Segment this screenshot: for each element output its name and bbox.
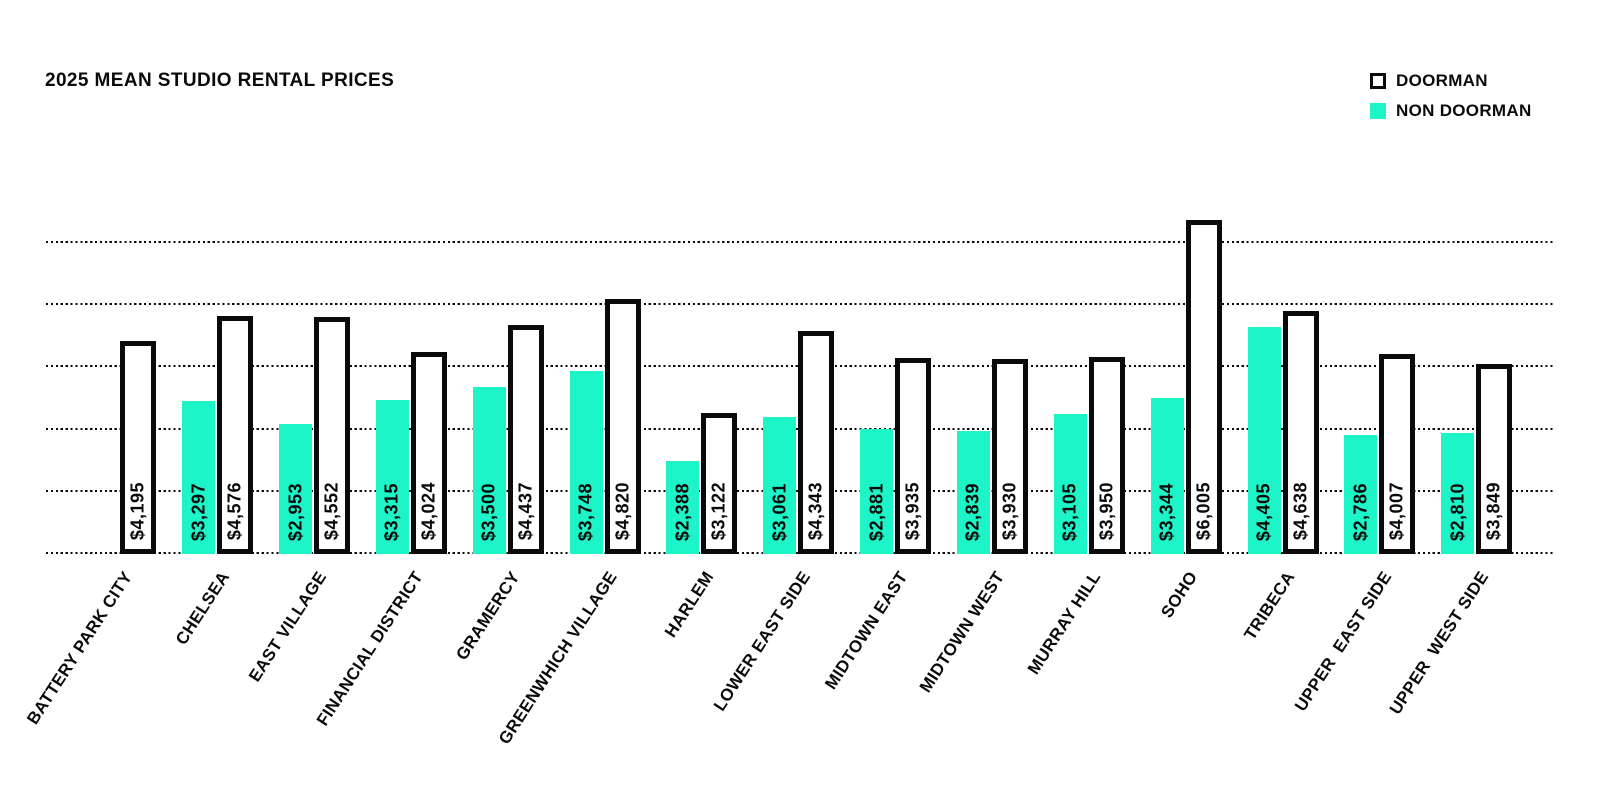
bar-doorman: $3,122 (701, 412, 738, 554)
bar-value-label: $4,405 (1253, 482, 1274, 541)
bar-non-doorman: $3,344 (1150, 397, 1184, 554)
bar-value-label: $3,061 (769, 482, 790, 541)
bar-non-doorman: $2,388 (666, 461, 700, 554)
bar-non-doorman: $2,810 (1441, 433, 1475, 554)
bar-doorman: $6,005 (1185, 220, 1222, 554)
bar-doorman: $3,935 (895, 358, 932, 554)
bar-non-doorman: $3,500 (472, 387, 506, 554)
plot-area: $4,195 BATTERY PARK CITY $3,297 $4,576 CHELS… (23, 160, 1555, 748)
bar-value-label: $4,195 (127, 481, 148, 540)
bar-non-doorman: $2,953 (279, 423, 312, 554)
bar-value-label: $3,315 (381, 482, 402, 541)
bar-value-label: $4,024 (418, 481, 439, 540)
legend-item-non-doorman: NON DOORMAN (1370, 100, 1532, 120)
bar-non-doorman: $2,786 (1344, 434, 1378, 554)
bar-value-label: $3,950 (1096, 481, 1117, 540)
non-doorman-swatch-icon (1370, 102, 1386, 119)
bar-non-doorman: $4,405 (1247, 327, 1281, 554)
bar-value-label: $4,576 (224, 481, 245, 540)
bar-doorman: $3,930 (991, 358, 1028, 554)
bar-value-label: $4,007 (1386, 481, 1407, 540)
bar-doorman: $4,195 (120, 341, 157, 554)
bar-non-doorman: $3,061 (763, 416, 797, 554)
bar-doorman: $4,437 (507, 324, 544, 554)
bar-value-label: $4,552 (321, 481, 342, 540)
bar-doorman: $4,820 (604, 299, 641, 554)
legend-label-non-doorman: NON DOORMAN (1396, 100, 1532, 120)
bar-value-label: $3,297 (188, 482, 209, 541)
bar-non-doorman: $3,297 (182, 400, 216, 554)
bar-doorman: $4,024 (410, 352, 447, 554)
bar-value-label: $4,437 (515, 481, 536, 540)
bar-non-doorman: $2,881 (860, 428, 894, 554)
bar-value-label: $4,820 (612, 481, 633, 540)
bar-value-label: $2,786 (1350, 482, 1371, 541)
gridline (46, 241, 1555, 243)
bar-doorman: $4,343 (798, 331, 835, 554)
bar-doorman: $3,950 (1088, 357, 1125, 554)
bar-value-label: $3,344 (1156, 482, 1177, 541)
bar-value-label: $2,839 (962, 482, 983, 541)
bar-non-doorman: $3,105 (1053, 413, 1087, 554)
bar-doorman: $4,552 (314, 317, 350, 554)
bar-doorman: $4,576 (217, 315, 254, 554)
bar-value-label: $4,343 (805, 481, 826, 540)
bar-value-label: $3,748 (575, 482, 596, 541)
bar-non-doorman: $3,315 (375, 399, 409, 554)
bar-value-label: $3,122 (708, 481, 729, 540)
bar-value-label: $3,935 (902, 481, 923, 540)
bar-value-label: $6,005 (1193, 481, 1214, 540)
bar-value-label: $2,388 (672, 482, 693, 541)
bar-doorman: $3,849 (1476, 364, 1513, 554)
bar-value-label: $2,810 (1447, 482, 1468, 541)
bar-non-doorman: $2,839 (956, 431, 990, 554)
bar-doorman: $4,638 (1282, 311, 1319, 554)
gridline (46, 303, 1555, 306)
chart-title: 2025 MEAN STUDIO RENTAL PRICES (45, 70, 395, 91)
legend-item-doorman: DOORMAN (1370, 70, 1532, 90)
bar-value-label: $2,881 (866, 482, 887, 541)
bar-doorman: $4,007 (1379, 353, 1416, 554)
bar-value-label: $3,105 (1059, 482, 1080, 541)
legend: DOORMAN NON DOORMAN (1370, 70, 1532, 132)
bar-non-doorman: $3,748 (569, 370, 603, 554)
doorman-swatch-icon (1370, 72, 1386, 89)
bar-value-label: $3,500 (478, 482, 499, 541)
bar-value-label: $3,930 (999, 481, 1020, 540)
legend-label-doorman: DOORMAN (1396, 70, 1488, 90)
bar-value-label: $3,849 (1483, 481, 1504, 540)
bar-value-label: $2,953 (285, 482, 305, 541)
bar-value-label: $4,638 (1290, 481, 1310, 540)
